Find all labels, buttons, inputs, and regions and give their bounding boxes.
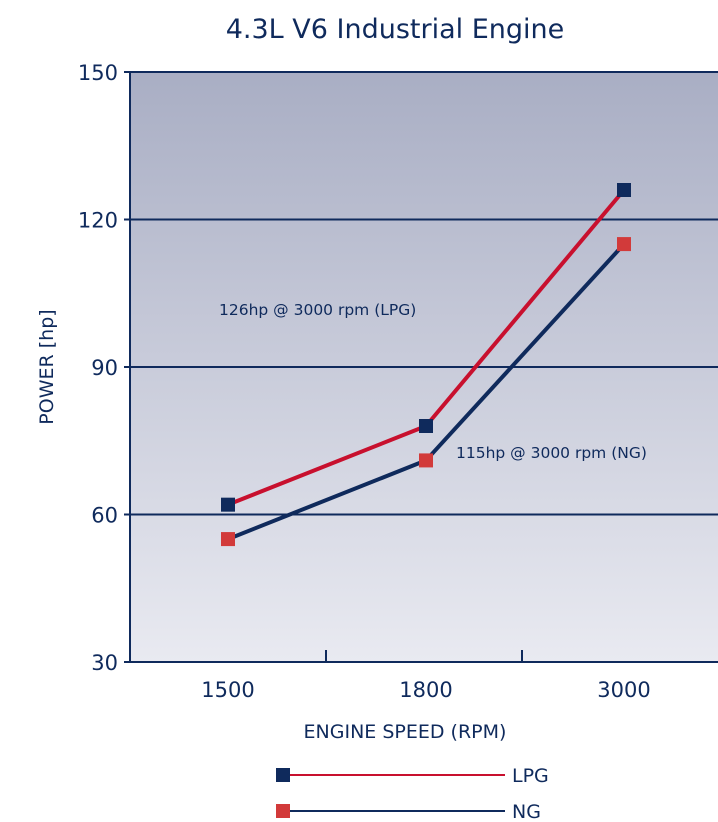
y-tick-label: 150 — [78, 61, 118, 85]
x-tick-label: 3000 — [597, 678, 650, 702]
x-tick-label: 1500 — [201, 678, 254, 702]
legend-marker-ng — [276, 804, 290, 818]
legend-label-lpg: LPG — [512, 765, 549, 787]
series — [221, 183, 631, 547]
legend-marker-lpg — [276, 768, 290, 782]
annotation-lpg: 126hp @ 3000 rpm (LPG) — [219, 301, 416, 319]
axes — [124, 71, 718, 663]
annotation-ng: 115hp @ 3000 rpm (NG) — [456, 444, 647, 462]
data-point-ng — [617, 237, 631, 252]
data-point-lpg — [617, 183, 631, 197]
data-point-ng — [221, 532, 235, 547]
y-axis-title: POWER [hp] — [36, 309, 58, 424]
data-point-ng — [419, 453, 433, 468]
y-tick-label: 60 — [91, 504, 118, 528]
x-tick-labels: 1500 1800 3000 — [201, 678, 650, 702]
chart-title: 4.3L V6 Industrial Engine — [226, 14, 565, 45]
data-point-lpg — [419, 419, 433, 433]
y-tick-labels: 30 60 90 120 150 — [78, 61, 118, 675]
legend: LPG NG — [276, 765, 549, 822]
data-point-lpg — [221, 497, 235, 512]
y-tick-label: 30 — [91, 651, 118, 675]
legend-label-ng: NG — [512, 801, 541, 822]
x-tick-label: 1800 — [399, 678, 452, 702]
y-tick-label: 90 — [91, 356, 118, 380]
y-tick-label: 120 — [78, 209, 118, 233]
gridlines — [130, 218, 718, 516]
x-axis-title: ENGINE SPEED (RPM) — [304, 721, 507, 743]
